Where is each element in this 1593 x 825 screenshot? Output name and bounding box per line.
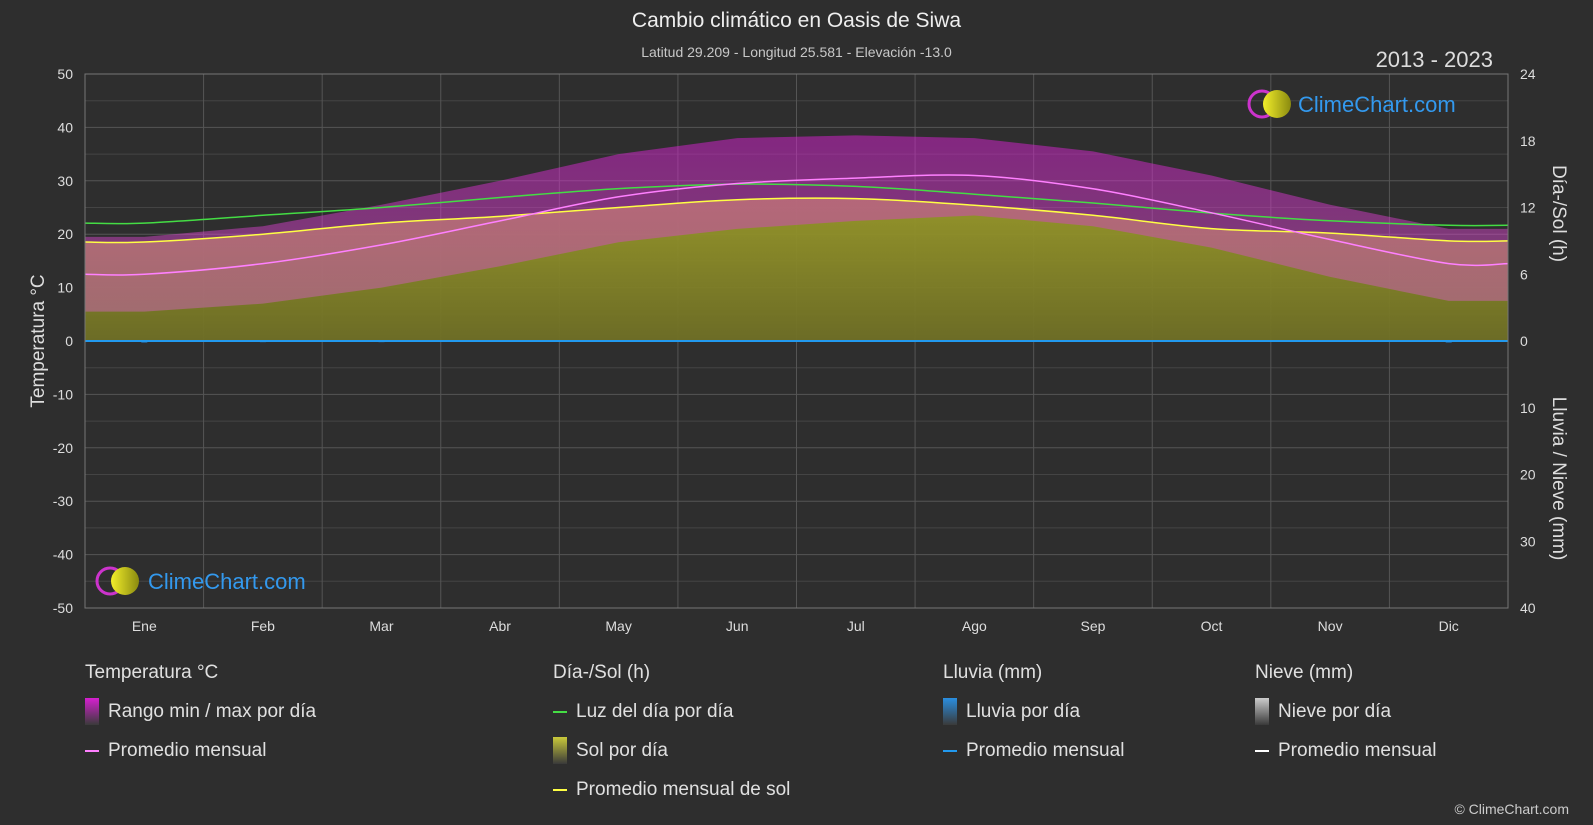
month-label: Nov	[1318, 618, 1343, 634]
legend-label: Promedio mensual de sol	[576, 778, 791, 800]
legend-label: Promedio mensual	[966, 739, 1125, 761]
left-tick-label: 20	[57, 226, 73, 242]
legend-label: Promedio mensual	[108, 739, 267, 761]
legend-item: Promedio mensual de sol	[553, 770, 790, 809]
watermark-top: ClimeChart.com	[1247, 89, 1456, 119]
legend-swatch	[85, 749, 99, 752]
legend-label: Lluvia por día	[966, 700, 1081, 722]
month-label: Dic	[1439, 618, 1459, 634]
right-hours-tick-label: 0	[1520, 333, 1528, 349]
right-mm-tick-label: 40	[1520, 600, 1536, 616]
month-label: Abr	[489, 618, 511, 634]
legend-group-title: Lluvia (mm)	[943, 662, 1043, 683]
legend-label: Sol por día	[576, 739, 668, 761]
month-label: May	[605, 618, 631, 634]
legend-item: Rango min / max por día	[85, 692, 316, 731]
legend-swatch	[943, 749, 957, 752]
legend-group-title: Día-/Sol (h)	[553, 662, 651, 683]
month-label: Ago	[962, 618, 987, 634]
legend-item: Sol por día	[553, 731, 790, 770]
right-hours-tick-label: 12	[1520, 200, 1536, 216]
legend-group-title: Temperatura °C	[85, 662, 219, 683]
legend-group: Temperatura °C Rango min / max por día Pro…	[85, 662, 316, 770]
legend-swatch	[553, 788, 567, 791]
month-label: Jul	[847, 618, 865, 634]
left-tick-label: 0	[65, 333, 73, 349]
legend-item: Lluvia por día	[943, 692, 1124, 731]
legend-label: Rango min / max por día	[108, 700, 317, 722]
right-hours-tick-label: 6	[1520, 266, 1528, 282]
left-tick-label: 50	[57, 66, 73, 82]
right-mm-tick-label: 30	[1520, 533, 1536, 549]
series-marks	[84, 135, 1509, 343]
right-hours-tick-label: 18	[1520, 133, 1536, 149]
legend-group: Lluvia (mm) Lluvia por día Promedio mensua…	[943, 662, 1124, 770]
legend-label: Luz del día por día	[576, 700, 734, 722]
left-tick-label: -30	[53, 493, 73, 509]
legend-item: Promedio mensual	[1255, 731, 1436, 770]
chart-title: Cambio climático en Oasis de Siwa	[631, 9, 962, 32]
month-label: Oct	[1201, 618, 1223, 634]
right-mm-tick-label: 20	[1520, 467, 1536, 483]
left-tick-label: -20	[53, 440, 73, 456]
left-tick-label: 30	[57, 173, 73, 189]
legend-item: Luz del día por día	[553, 692, 790, 731]
right-hours-tick-label: 24	[1520, 66, 1536, 82]
legend-item: Promedio mensual	[943, 731, 1124, 770]
axes: 50 40 30 20 10 0 -10 -20 -30 -40 -50 24 18 12 6 0 10 20 30…	[28, 66, 1569, 634]
legend-label: Nieve por día	[1278, 700, 1392, 722]
legend-label: Promedio mensual	[1278, 739, 1437, 761]
temperature-average-line	[84, 174, 1509, 276]
legend-swatch	[943, 698, 957, 725]
month-label: Feb	[251, 618, 275, 634]
left-tick-label: -10	[53, 386, 73, 402]
month-label: Sep	[1080, 618, 1105, 634]
left-tick-label: 10	[57, 280, 73, 296]
right-mm-tick-label: 10	[1520, 400, 1536, 416]
right-hours-axis-title: Día-/Sol (h)	[1548, 165, 1569, 262]
month-label: Jun	[726, 618, 749, 634]
watermark-bottom: ClimeChart.com	[95, 566, 306, 596]
legend-group: Día-/Sol (h) Luz del día por día Sol por d…	[553, 662, 790, 809]
legend-group: Nieve (mm) Nieve por día Promedio mensual	[1255, 662, 1436, 770]
logo-sun-icon	[1263, 90, 1291, 118]
legend-swatch	[553, 710, 567, 713]
watermark-text: ClimeChart.com	[1298, 92, 1456, 117]
legend-item: Promedio mensual	[85, 731, 316, 770]
year-range: 2013 - 2023	[1375, 47, 1493, 72]
left-axis-title: Temperatura °C	[28, 274, 49, 407]
watermark-text: ClimeChart.com	[148, 569, 306, 594]
left-tick-label: 40	[57, 119, 73, 135]
legend-swatch	[1255, 698, 1269, 725]
plot-border	[84, 73, 1509, 609]
legend-swatch	[553, 737, 567, 764]
right-mm-axis-title: Lluvia / Nieve (mm)	[1548, 397, 1569, 561]
month-label: Ene	[132, 618, 157, 634]
chart-subtitle: Latitud 29.209 - Longitud 25.581 - Eleva…	[641, 44, 952, 60]
copyright: © ClimeChart.com	[1454, 801, 1569, 817]
left-tick-label: -40	[53, 547, 73, 563]
legend-item: Nieve por día	[1255, 692, 1436, 731]
legend-swatch	[85, 698, 99, 725]
logo-sun-icon	[111, 567, 139, 595]
legend-group-title: Nieve (mm)	[1255, 662, 1354, 683]
temperature-range-band	[85, 135, 1508, 312]
daylight-line	[84, 183, 1509, 227]
month-label: Mar	[369, 618, 393, 634]
climate-chart: 50 40 30 20 10 0 -10 -20 -30 -40 -50 24 18 12 6 0 10 20 30…	[28, 66, 1569, 634]
legend-swatch	[1255, 749, 1269, 752]
left-tick-label: -50	[53, 600, 73, 616]
